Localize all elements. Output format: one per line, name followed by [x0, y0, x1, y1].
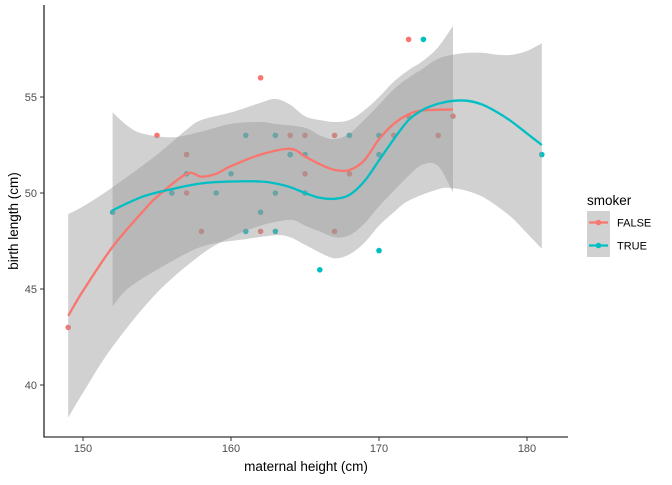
legend-title: smoker	[587, 193, 632, 208]
x-tick-label: 150	[74, 443, 92, 455]
legend-label-false: FALSE	[617, 218, 651, 230]
data-point-false	[198, 228, 205, 235]
data-point-false	[331, 132, 338, 139]
data-point-true	[257, 209, 264, 215]
data-point-true	[272, 190, 279, 196]
data-point-false	[405, 36, 412, 43]
data-point-true	[169, 190, 175, 196]
y-tick-label: 40	[25, 380, 37, 392]
axes: maternal height (cm) birth length (cm) 1…	[6, 5, 568, 474]
x-axis-label: maternal height (cm)	[244, 459, 368, 474]
data-point-false	[287, 132, 294, 139]
x-tick-label: 160	[222, 443, 240, 455]
data-point-true	[346, 132, 353, 139]
y-tick-label: 45	[25, 284, 37, 296]
legend: smoker FALSE TRUE	[587, 193, 651, 257]
legend-point-true	[595, 242, 602, 249]
data-point-false	[65, 324, 71, 331]
data-point-true	[243, 228, 249, 235]
data-point-false	[302, 171, 308, 177]
data-point-false	[346, 171, 353, 177]
data-point-true	[272, 228, 279, 235]
data-point-false	[257, 75, 264, 81]
x-tick-label: 170	[370, 443, 388, 455]
smooth-line-false	[67, 108, 454, 317]
data-point-true	[272, 132, 279, 139]
data-point-false	[302, 132, 308, 139]
data-point-false	[450, 113, 456, 119]
y-axis-label: birth length (cm)	[6, 172, 21, 270]
data-point-true	[228, 171, 234, 177]
y-tick-label: 50	[25, 188, 37, 200]
data-point-true	[287, 151, 294, 158]
data-point-false	[435, 132, 442, 139]
y-tick-label: 55	[25, 92, 37, 104]
x-tick-label: 180	[518, 443, 536, 455]
smooth-line-true	[112, 99, 543, 212]
data-point-true	[317, 267, 323, 273]
data-point-false	[257, 228, 264, 235]
data-point-false	[183, 190, 190, 196]
data-point-true	[420, 36, 427, 43]
data-point-true	[243, 132, 249, 139]
confidence-band-false	[68, 26, 453, 418]
data-point-false	[331, 228, 338, 235]
legend-label-true: TRUE	[617, 241, 647, 253]
data-point-true	[539, 151, 545, 158]
plot-area	[65, 26, 545, 418]
legend-point-false	[595, 219, 602, 226]
data-point-true	[376, 247, 382, 254]
data-point-false	[183, 151, 190, 158]
data-point-true	[376, 151, 382, 158]
data-point-false	[154, 132, 160, 139]
data-point-true	[213, 190, 219, 196]
